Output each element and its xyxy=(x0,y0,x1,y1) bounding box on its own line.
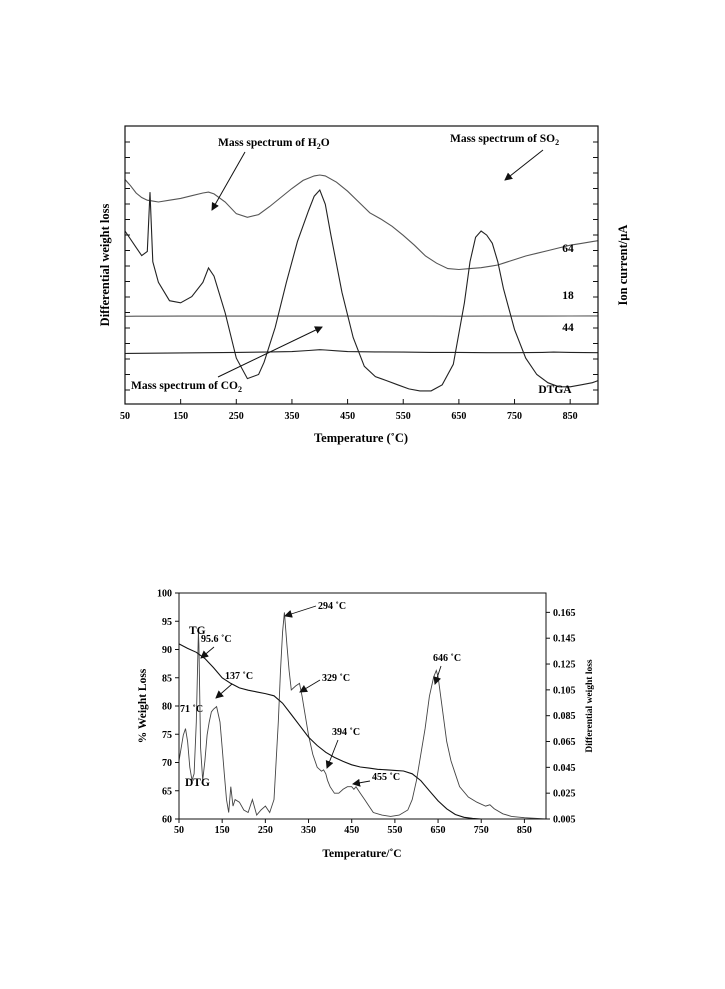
chart2-x-tick-label: 550 xyxy=(387,825,402,836)
chart2-y-tick-left-label: 65 xyxy=(162,786,172,797)
annotation-h2o: Mass spectrum of H2O xyxy=(218,137,330,151)
chart2-x-tick-label: 650 xyxy=(431,825,446,836)
chart1-x-tick-label: 650 xyxy=(451,411,466,422)
chart2-y-tick-right-label: 0.125 xyxy=(553,660,576,671)
chart2-x-tick-label: 50 xyxy=(174,825,184,836)
chart2-x-tick-label: 850 xyxy=(517,825,532,836)
annotation-294c: 294 ˚C xyxy=(318,601,346,612)
chart2-y-axis-label-right: Differential weight loss xyxy=(585,659,595,753)
chart2-y-tick-left-label: 75 xyxy=(162,730,172,741)
chart2-y-tick-left-label: 95 xyxy=(162,617,172,628)
chart2-y-tick-left-label: 85 xyxy=(162,673,172,684)
chart2-y-tick-left-label: 100 xyxy=(157,589,172,600)
chart2-series-group xyxy=(178,612,547,820)
series-label-18: 18 xyxy=(562,290,574,302)
chart2-x-tick-label: 450 xyxy=(344,825,359,836)
chart2-y-tick-right-label: 0.065 xyxy=(553,737,576,748)
chart1-axis-ticks: 50 150 250 350 450 550 650 750 850 xyxy=(120,141,598,422)
chart2-series-line-dtg xyxy=(178,612,547,820)
annotation-294c-arrow xyxy=(284,605,317,618)
chart2-y-axis-label-left: % Weight Loss xyxy=(137,668,149,743)
chart2-y-tick-right-label: 0.005 xyxy=(553,815,576,826)
chart2-y-tick-left-label: 60 xyxy=(162,815,172,826)
chart1-x-tick-label: 350 xyxy=(284,411,299,422)
chart2-x-axis-label: Temperature/˚C xyxy=(322,848,401,860)
annotation-137c-arrow xyxy=(215,683,233,699)
chart2-y-tick-right-label: 0.165 xyxy=(553,608,576,619)
chart1-x-tick-label: 750 xyxy=(507,411,522,422)
series-label-dtg: DTG xyxy=(185,777,210,789)
series-label-tg: TG xyxy=(189,625,206,637)
chart2-x-tick-label: 150 xyxy=(215,825,230,836)
chart2-x-tick-label: 250 xyxy=(258,825,273,836)
chart2-plot-frame xyxy=(178,592,547,820)
chart1: 50 150 250 350 450 550 650 750 850 Temperature (… xyxy=(98,125,630,445)
annotation-394c-arrow xyxy=(325,739,339,769)
annotation-329c-arrow xyxy=(299,679,321,693)
chart2-y-tick-left-label: 70 xyxy=(162,758,172,769)
annotation-95-6c: 95.6 ˚C xyxy=(201,634,232,645)
chart1-series-line-44 xyxy=(124,349,599,355)
chart2-axis-ticks: 50 150 250 350 450 550 650 750 850 60 65 70 75 80 85 90… xyxy=(157,589,576,837)
annotation-137c: 137 ˚C xyxy=(225,671,253,682)
chart2-y-tick-right-label: 0.085 xyxy=(553,711,576,722)
chart2-y-tick-right-label: 0.145 xyxy=(553,634,576,645)
chart1-x-tick-label: 450 xyxy=(340,411,355,422)
chart2-x-tick-label: 350 xyxy=(301,825,316,836)
series-label-44: 44 xyxy=(562,322,574,334)
chart1-series-group xyxy=(124,174,599,392)
chart2-y-tick-right-label: 0.045 xyxy=(553,763,576,774)
chart1-plot-frame xyxy=(124,125,599,405)
annotation-455c-arrow xyxy=(352,778,371,787)
chart2-x-tick-label: 750 xyxy=(474,825,489,836)
chart2-y-tick-right-label: 0.025 xyxy=(553,789,576,800)
chart1-x-tick-label: 150 xyxy=(173,411,188,422)
chart1-x-tick-label: 50 xyxy=(120,411,130,422)
chart1-x-tick-label: 550 xyxy=(396,411,411,422)
chart1-series-line-64 xyxy=(124,174,599,271)
annotation-co2-arrow xyxy=(217,326,323,378)
chart1-x-tick-label: 250 xyxy=(229,411,244,422)
annotation-646c-arrow xyxy=(433,665,442,685)
annotation-so2-arrow xyxy=(504,149,544,181)
annotation-h2o-arrow xyxy=(211,151,246,211)
chart1-x-tick-label: 850 xyxy=(563,411,578,422)
annotation-394c: 394 ˚C xyxy=(332,727,360,738)
chart2-y-tick-left-label: 80 xyxy=(162,702,172,713)
chart2: 50 150 250 350 450 550 650 750 850 60 65 70 75 80 85 90… xyxy=(137,589,595,861)
annotation-95-6c-arrow xyxy=(200,646,215,659)
chart1-y-axis-label-right: Ion current/µA xyxy=(616,225,630,306)
annotation-so2: Mass spectrum of SO2 xyxy=(450,133,559,147)
chart2-y-tick-right-label: 0.105 xyxy=(553,685,576,696)
annotation-329c: 329 ˚C xyxy=(322,673,350,684)
chart1-series-line-dtga xyxy=(124,188,599,392)
annotation-71c: 71 ˚C xyxy=(180,704,203,715)
series-label-64: 64 xyxy=(562,243,574,255)
series-label-dtga: DTGA xyxy=(538,384,572,396)
chart1-y-axis-label-left: Differential weight loss xyxy=(98,204,112,327)
annotation-646c: 646 ˚C xyxy=(433,653,461,664)
chart2-y-tick-left-label: 90 xyxy=(162,645,172,656)
annotation-co2: Mass spectrum of CO2 xyxy=(131,380,242,394)
annotation-455c: 455 ˚C xyxy=(372,772,400,783)
chart2-series-line-tg xyxy=(178,643,546,820)
chart1-x-axis-label: Temperature (˚C) xyxy=(314,431,408,445)
